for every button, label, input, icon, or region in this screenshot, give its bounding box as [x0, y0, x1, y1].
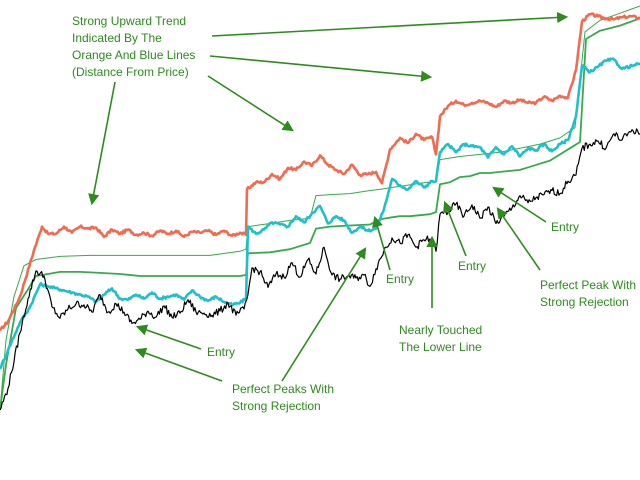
- note-nearly-touched: Nearly Touched The Lower Line: [399, 323, 482, 354]
- note-entry-4: Entry: [551, 220, 579, 234]
- note-strong-upward-trend-line-4: (Distance From Price): [72, 65, 189, 79]
- arrow-trend-to-left: [88, 81, 116, 206]
- arrow-trend-to-mid-left: [207, 75, 294, 132]
- arrow-trend-to-mid-right: [209, 55, 433, 82]
- arrow-entry-2: [372, 215, 391, 271]
- note-strong-upward-trend: Strong Upward Trend Indicated By The Orang…: [72, 14, 195, 79]
- arrow-perfect-peak: [496, 207, 541, 271]
- arrow-perfect-peaks-2: [281, 247, 367, 382]
- arrow-trend-to-top: [211, 11, 569, 37]
- arrow-entry-4: [492, 186, 547, 223]
- note-perfect-peaks-line-1: Perfect Peaks With: [232, 382, 334, 396]
- series-orange-line: [0, 12, 640, 332]
- series-lower-band-thin: [0, 5, 640, 411]
- note-perfect-peak: Perfect Peak With Strong Rejection: [540, 278, 636, 309]
- note-perfect-peak-line-2: Strong Rejection: [540, 295, 629, 309]
- series-blue-line: [0, 57, 640, 370]
- note-entry-2-line-1: Entry: [386, 272, 414, 286]
- series-price-line: [0, 128, 640, 411]
- annotation-layer: Strong Upward Trend Indicated By The Orang…: [72, 14, 636, 413]
- arrow-perfect-peaks-1: [134, 347, 223, 382]
- note-nearly-touched-line-1: Nearly Touched: [399, 323, 482, 337]
- note-entry-1-line-1: Entry: [207, 345, 235, 359]
- note-strong-upward-trend-line-2: Indicated By The: [72, 31, 162, 45]
- note-nearly-touched-line-2: The Lower Line: [399, 340, 482, 354]
- arrow-entry-1: [135, 324, 202, 350]
- arrow-layer: [88, 11, 569, 382]
- note-perfect-peak-line-1: Perfect Peak With: [540, 278, 636, 292]
- note-perfect-peaks: Perfect Peaks With Strong Rejection: [232, 382, 334, 413]
- arrow-entry-3: [443, 200, 467, 257]
- note-strong-upward-trend-line-3: Orange And Blue Lines: [72, 48, 195, 62]
- note-entry-4-line-1: Entry: [551, 220, 579, 234]
- note-entry-3: Entry: [458, 259, 486, 273]
- note-perfect-peaks-line-2: Strong Rejection: [232, 399, 321, 413]
- note-entry-1: Entry: [207, 345, 235, 359]
- note-strong-upward-trend-line-1: Strong Upward Trend: [72, 14, 186, 28]
- note-entry-2: Entry: [386, 272, 414, 286]
- note-entry-3-line-1: Entry: [458, 259, 486, 273]
